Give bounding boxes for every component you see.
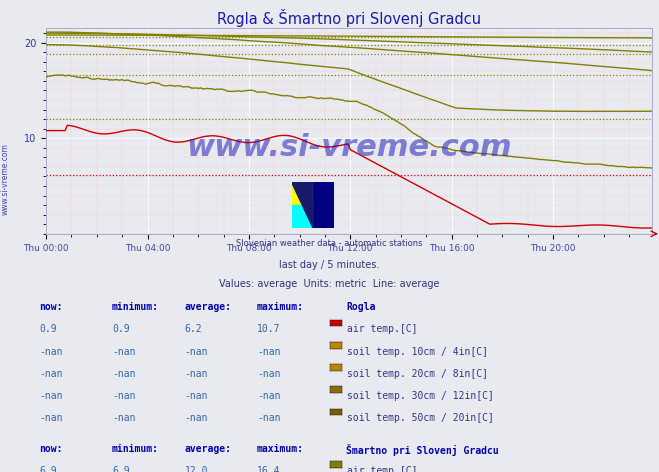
- Text: -nan: -nan: [112, 391, 136, 401]
- Text: -nan: -nan: [40, 369, 63, 379]
- Text: 12.0: 12.0: [185, 466, 208, 472]
- Text: 10.7: 10.7: [257, 324, 281, 335]
- Text: -nan: -nan: [185, 391, 208, 401]
- Text: www.si-vreme.com: www.si-vreme.com: [1, 143, 10, 215]
- Text: 6.9: 6.9: [112, 466, 130, 472]
- Text: average:: average:: [185, 444, 231, 454]
- Title: Rogla & Šmartno pri Slovenj Gradcu: Rogla & Šmartno pri Slovenj Gradcu: [217, 9, 481, 27]
- Text: 0.9: 0.9: [112, 324, 130, 335]
- Text: soil temp. 30cm / 12in[C]: soil temp. 30cm / 12in[C]: [347, 391, 494, 401]
- Text: www.si-vreme.com: www.si-vreme.com: [186, 133, 512, 162]
- Text: -nan: -nan: [185, 369, 208, 379]
- Text: maximum:: maximum:: [257, 444, 304, 454]
- Text: Values: average  Units: metric  Line: average: Values: average Units: metric Line: aver…: [219, 278, 440, 289]
- Text: -nan: -nan: [257, 413, 281, 423]
- Text: 16.4: 16.4: [257, 466, 281, 472]
- Text: 6.9: 6.9: [40, 466, 57, 472]
- Text: maximum:: maximum:: [257, 302, 304, 312]
- Text: now:: now:: [40, 444, 63, 454]
- Text: now:: now:: [40, 302, 63, 312]
- Text: soil temp. 20cm / 8in[C]: soil temp. 20cm / 8in[C]: [347, 369, 488, 379]
- Text: last day / 5 minutes.: last day / 5 minutes.: [279, 260, 380, 270]
- Text: -nan: -nan: [257, 391, 281, 401]
- Text: minimum:: minimum:: [112, 302, 159, 312]
- Text: -nan: -nan: [40, 391, 63, 401]
- Text: air temp.[C]: air temp.[C]: [347, 466, 417, 472]
- Text: Rogla: Rogla: [346, 302, 376, 312]
- Text: Šmartno pri Slovenj Gradcu: Šmartno pri Slovenj Gradcu: [346, 444, 499, 456]
- Text: -nan: -nan: [185, 413, 208, 423]
- Text: -nan: -nan: [112, 369, 136, 379]
- Text: 0.9: 0.9: [40, 324, 57, 335]
- Text: Slovenian weather data - automatic stations: Slovenian weather data - automatic stati…: [236, 238, 423, 247]
- Text: soil temp. 50cm / 20in[C]: soil temp. 50cm / 20in[C]: [347, 413, 494, 423]
- Text: minimum:: minimum:: [112, 444, 159, 454]
- Text: average:: average:: [185, 302, 231, 312]
- Text: -nan: -nan: [40, 346, 63, 357]
- Text: -nan: -nan: [40, 413, 63, 423]
- Text: soil temp. 10cm / 4in[C]: soil temp. 10cm / 4in[C]: [347, 346, 488, 357]
- Text: air temp.[C]: air temp.[C]: [347, 324, 417, 335]
- Text: -nan: -nan: [257, 369, 281, 379]
- Text: 6.2: 6.2: [185, 324, 202, 335]
- Text: -nan: -nan: [185, 346, 208, 357]
- Text: -nan: -nan: [112, 413, 136, 423]
- Text: -nan: -nan: [257, 346, 281, 357]
- Text: -nan: -nan: [112, 346, 136, 357]
